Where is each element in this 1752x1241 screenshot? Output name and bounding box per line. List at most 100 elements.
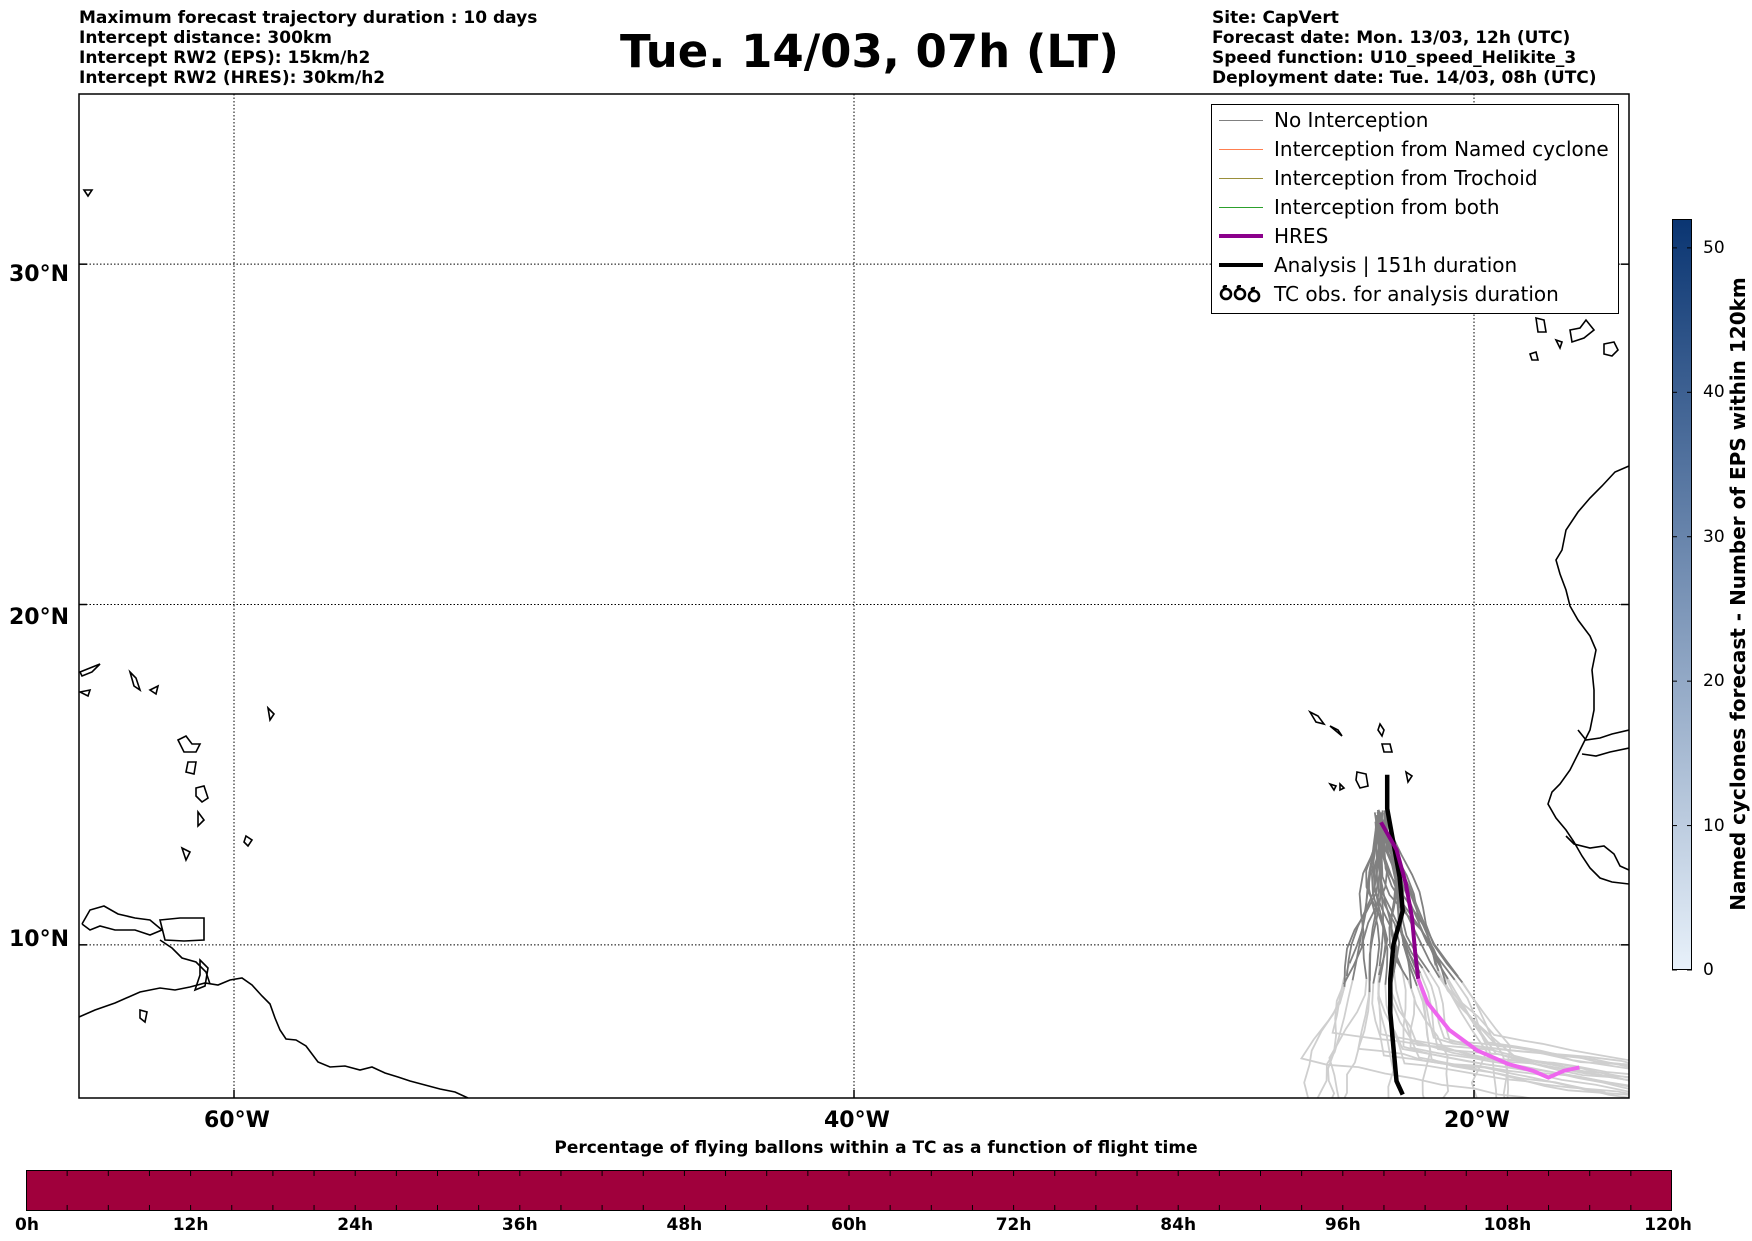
island-antilles-9 [180, 846, 192, 863]
coastlines [79, 189, 1629, 1098]
ensemble-track-late [1434, 965, 1629, 1062]
bottom-colorbar-fill [26, 1170, 1672, 1211]
island-canary-3 [1603, 341, 1619, 357]
coast-south-america [79, 977, 469, 1098]
legend-item-tc-obs: TC obs. for analysis duration [1212, 280, 1618, 309]
bottom-colorbar-tick-label: 108h [1483, 1215, 1532, 1235]
ensemble-track-early [1368, 816, 1381, 984]
ensemble-track-late [1421, 967, 1629, 1070]
legend-swatch [1219, 207, 1263, 208]
lon-tick-label: 60°W [204, 1108, 270, 1133]
header-left-line: Maximum forecast trajectory duration : 1… [79, 8, 538, 28]
island-antilles-2 [79, 688, 92, 698]
legend-item-both: Interception from both [1212, 193, 1618, 222]
main-tracks [1379, 774, 1580, 1096]
island-antilles-11 [82, 189, 94, 198]
ensemble-track-late [1414, 966, 1629, 1067]
island-canary-2 [1569, 318, 1596, 344]
legend-item-analysis: Analysis | 151h duration [1212, 251, 1618, 280]
right-colorbar-tick-label: 20 [1703, 671, 1725, 692]
island-tobago [139, 1008, 148, 1024]
legend-item-named-cyclone: Interception from Named cyclone [1212, 135, 1618, 164]
ensemble-track-late [1410, 988, 1450, 1098]
ensemble-track-late [1453, 979, 1498, 1098]
island-barbados [158, 917, 205, 942]
island-antilles-1 [79, 663, 101, 678]
island-cape-verde-3 [1377, 722, 1385, 738]
island-canary-4 [1528, 350, 1540, 361]
island-trinidad [193, 958, 209, 992]
ensemble-track-late [1438, 977, 1488, 1098]
island-cape-verde-7 [1339, 782, 1346, 792]
coast-senegal [1577, 729, 1629, 741]
header-right-line: Forecast date: Mon. 13/03, 12h (UTC) [1212, 28, 1571, 48]
ensemble-track-late [1328, 978, 1368, 1098]
lat-tick-label: 10°N [9, 927, 70, 952]
header-right-line: Deployment date: Tue. 14/03, 08h (UTC) [1212, 68, 1597, 88]
right-colorbar-tick-label: 10 [1703, 815, 1725, 836]
ensemble-track-early [1351, 815, 1378, 981]
island-antilles-10 [243, 834, 254, 848]
bottom-colorbar-title: Percentage of flying ballons within a TC… [554, 1138, 1198, 1158]
header-right-line: Speed function: U10_speed_Helikite_3 [1212, 48, 1577, 68]
map-legend: No Interception Interception from Named … [1211, 104, 1619, 314]
lat-tick-label: 20°N [9, 605, 70, 630]
legend-item-hres: HRES [1212, 222, 1618, 251]
ensemble-track-late [1393, 972, 1629, 1082]
coast-gambia [1581, 747, 1629, 757]
bottom-colorbar [26, 1170, 1672, 1211]
ensemble-track-early [1386, 816, 1464, 983]
island-antilles-4 [148, 684, 160, 696]
coast-guinea [1565, 835, 1629, 871]
ensemble-track-early [1381, 820, 1456, 981]
island-antilles-6 [185, 761, 197, 775]
island-canary-5 [1554, 338, 1564, 351]
right-colorbar-tick-label: 50 [1703, 237, 1725, 258]
bottom-colorbar-tick-label: 24h [337, 1215, 374, 1235]
legend-label: TC obs. for analysis duration [1274, 282, 1559, 306]
ensemble-tracks-late [1299, 963, 1629, 1098]
island-barbuda [266, 705, 276, 723]
island-cape-verde-1 [1307, 710, 1326, 726]
main-title: Tue. 14/03, 07h (LT) [620, 25, 1119, 78]
header-left-line: Intercept distance: 300km [79, 28, 332, 48]
ensemble-track-late [1303, 975, 1348, 1098]
island-cape-verde-4 [1380, 743, 1394, 753]
hres-track-early [1379, 821, 1421, 980]
ensemble-track-late [1401, 969, 1629, 1088]
legend-label: Interception from Trochoid [1274, 166, 1538, 190]
header-left-line: Intercept RW2 (EPS): 15km/h2 [79, 48, 371, 68]
legend-label: Interception from both [1274, 195, 1500, 219]
tc-symbol-icon [1219, 285, 1261, 303]
island-antilles-8 [197, 809, 206, 828]
bottom-colorbar-tick-label: 120h [1644, 1215, 1692, 1235]
right-colorbar-tick-label: 30 [1703, 526, 1725, 547]
legend-swatch [1219, 149, 1263, 150]
coast-trinidad [81, 905, 164, 936]
legend-swatch [1219, 234, 1263, 238]
lon-tick-label: 40°W [824, 1108, 890, 1133]
analysis-track [1384, 774, 1405, 1096]
ensemble-track-late [1457, 976, 1512, 1098]
legend-label: Interception from Named cyclone [1274, 137, 1609, 161]
hres-track-late [1416, 978, 1580, 1080]
right-colorbar [1672, 219, 1692, 970]
ensemble-track-late [1428, 971, 1629, 1064]
lat-tick-label: 30°N [9, 262, 70, 287]
ensemble-track-late [1407, 979, 1629, 1090]
island-antilles-3 [128, 669, 142, 692]
legend-label: No Interception [1274, 108, 1429, 132]
bottom-colorbar-tick-label: 96h [1324, 1215, 1361, 1235]
header-right-info: Site: CapVert Forecast date: Mon. 13/03,… [1212, 8, 1597, 88]
bottom-colorbar-tick-label: 48h [666, 1215, 703, 1235]
island-antilles-5 [176, 734, 202, 753]
legend-swatch [1219, 178, 1263, 179]
coast-west-africa [1547, 465, 1629, 885]
header-left-line: Intercept RW2 (HRES): 30km/h2 [79, 68, 386, 88]
island-cape-verde-6 [1328, 782, 1338, 792]
ensemble-track-late [1371, 983, 1629, 1093]
right-colorbar-tick-label: 0 [1703, 960, 1714, 980]
island-cape-verde-5 [1355, 771, 1369, 789]
legend-swatch [1219, 120, 1263, 121]
